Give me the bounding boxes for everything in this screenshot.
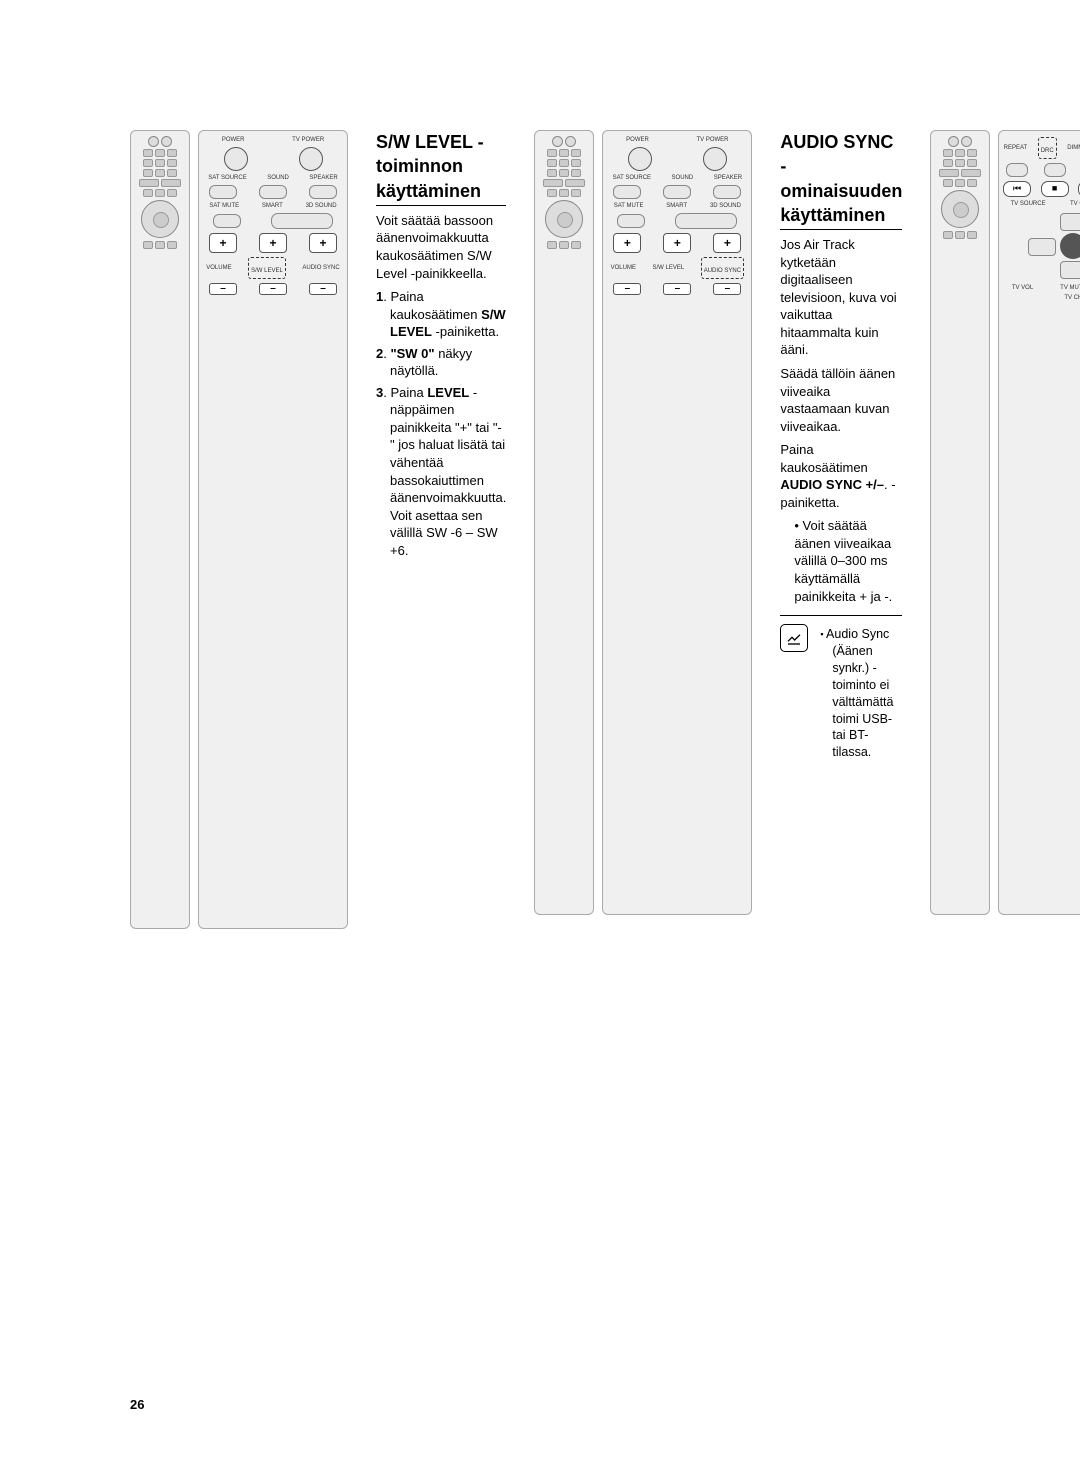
note-item: Audio Sync (Äänen synkr.) -toiminto ei v… [820,626,902,761]
intro-text: Voit säätää bassoon äänenvoimakkuutta ka… [376,212,506,282]
remote-illustration: POWERTV POWER SAT SOURCESOUNDSPEAKER SAT… [130,130,348,929]
section-drc: REPEATDRCDIMMERAUTO POWER ⏮■▶Ⅱ⏭ TV SOURC… [930,130,1080,915]
remote-illustration: REPEATDRCDIMMERAUTO POWER ⏮■▶Ⅱ⏭ TV SOURC… [930,130,1080,915]
instruction-line: Paina kaukosäätimen AUDIO SYNC +/–. -pai… [780,441,902,511]
section-sw-level: POWERTV POWER SAT SOURCESOUNDSPEAKER SAT… [130,130,960,929]
intro-text: Säädä tällöin äänen viiveaika vastaamaan… [780,365,902,435]
section-title: S/W LEVEL -toiminnon käyttäminen [376,130,506,206]
remote-zoom-icon: POWERTV POWER SAT SOURCESOUNDSPEAKER SAT… [198,130,348,929]
remote-overview-icon [534,130,594,915]
intro-text: Jos Air Track kytketään digitaaliseen te… [780,236,902,359]
section-body: AUDIO SYNC -ominaisuuden käyttäminen Jos… [780,130,902,915]
section-title: AUDIO SYNC -ominaisuuden käyttäminen [780,130,902,230]
step: 1. Paina kaukosäätimen S/W LEVEL -painik… [376,288,506,341]
step: 3. Paina LEVEL -näppäimen painikkeita "+… [376,384,506,559]
remote-overview-icon [130,130,190,929]
section-body: S/W LEVEL -toiminnon käyttäminen Voit sä… [376,130,506,929]
note-box: Audio Sync (Äänen synkr.) -toiminto ei v… [780,615,902,763]
note-icon [780,624,808,652]
bullet-list: Voit säätää äänen viiveaikaa välillä 0–3… [780,517,902,605]
remote-illustration: POWERTV POWER SAT SOURCESOUNDSPEAKER SAT… [534,130,752,915]
remote-zoom-icon: POWERTV POWER SAT SOURCESOUNDSPEAKER SAT… [602,130,752,915]
remote-overview-icon [930,130,990,915]
manual-page: POWERTV POWER SAT SOURCESOUNDSPEAKER SAT… [0,0,1080,1474]
section-audio-sync: POWERTV POWER SAT SOURCESOUNDSPEAKER SAT… [534,130,902,915]
note-list: Audio Sync (Äänen synkr.) -toiminto ei v… [820,624,902,763]
page-number: 26 [130,1396,144,1414]
bullet-item: Voit säätää äänen viiveaikaa välillä 0–3… [794,517,902,605]
step-list: 1. Paina kaukosäätimen S/W LEVEL -painik… [376,288,506,559]
remote-zoom-icon: REPEATDRCDIMMERAUTO POWER ⏮■▶Ⅱ⏭ TV SOURC… [998,130,1080,915]
step: 2. "SW 0" näkyy näytöllä. [376,345,506,380]
